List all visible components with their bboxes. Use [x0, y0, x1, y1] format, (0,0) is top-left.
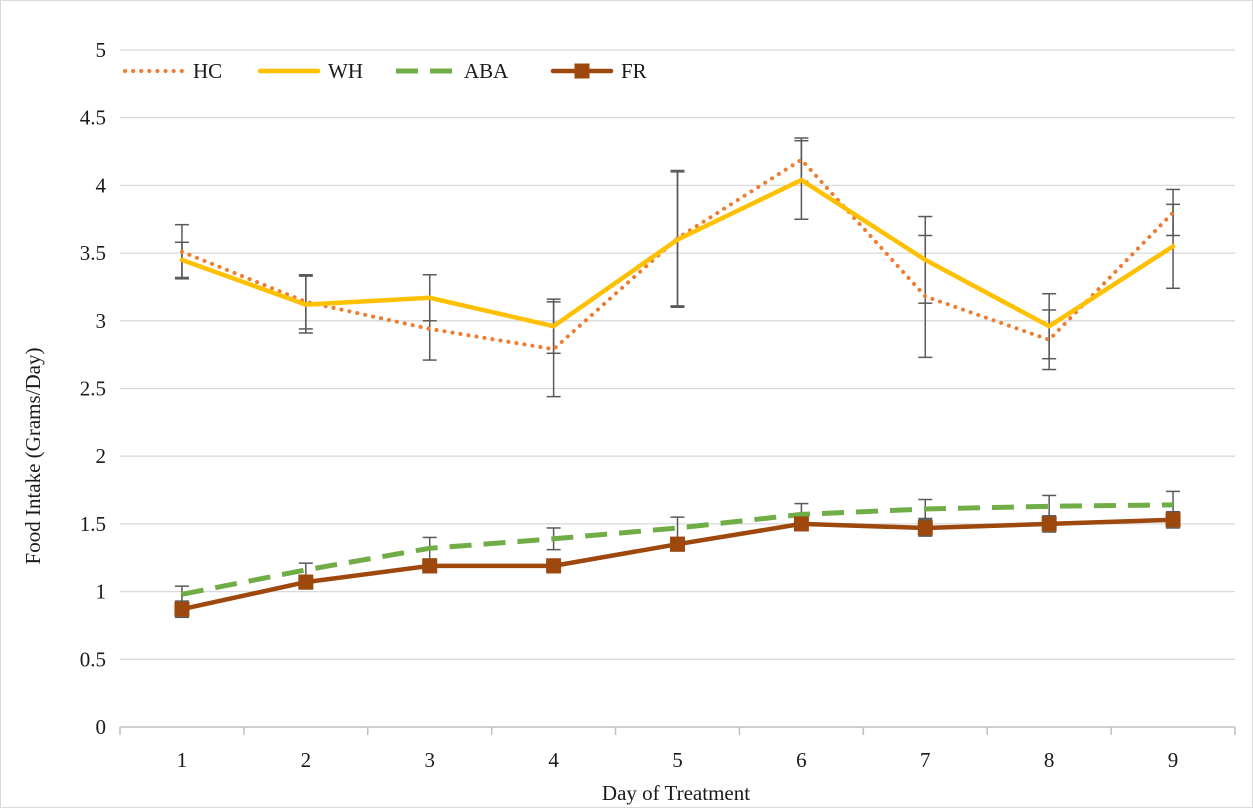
legend-label-aba: ABA — [464, 59, 509, 83]
y-tick-label: 4 — [96, 173, 107, 197]
legend-item-hc: HC — [123, 59, 222, 83]
data-point-fr — [793, 516, 809, 532]
x-tick-label: 1 — [177, 748, 188, 772]
x-tick-label: 8 — [1044, 748, 1055, 772]
x-axis-title: Day of Treatment — [602, 781, 750, 805]
y-tick-label: 0 — [96, 715, 107, 739]
series-line-wh — [179, 177, 1176, 329]
y-tick-label: 2 — [96, 444, 107, 468]
legend-item-aba: ABA — [396, 59, 509, 83]
data-point-fr — [298, 574, 314, 590]
series-line-aba — [181, 502, 1174, 597]
x-tick-label: 5 — [672, 748, 683, 772]
x-tick-label: 6 — [796, 748, 807, 772]
legend-marker-fr — [574, 63, 590, 79]
data-point-fr — [422, 558, 438, 574]
x-tick-label: 2 — [301, 748, 312, 772]
legend-item-wh: WH — [257, 59, 363, 83]
y-tick-label: 1.5 — [80, 512, 106, 536]
x-axis — [119, 726, 1236, 735]
x-tick-label: 9 — [1168, 748, 1179, 772]
data-point-fr — [174, 601, 190, 617]
y-tick-label: 1 — [96, 580, 107, 604]
legend-label-hc: HC — [193, 59, 222, 83]
y-axis-title: Food Intake (Grams/Day) — [21, 348, 45, 565]
data-point-fr — [546, 558, 562, 574]
legend-item-fr: FR — [550, 59, 647, 83]
data-point-fr — [1165, 512, 1181, 528]
legend-label-fr: FR — [621, 59, 647, 83]
legend-label-wh: WH — [328, 59, 363, 83]
gridlines — [120, 49, 1235, 660]
y-tick-label: 4.5 — [80, 106, 106, 130]
x-axis-ticks: 1 2 3 4 5 6 7 8 9 — [177, 748, 1179, 772]
y-tick-label: 2.5 — [80, 377, 106, 401]
legend: HC WH ABA FR — [123, 59, 647, 83]
x-tick-label: 4 — [548, 748, 559, 772]
series-lines — [174, 157, 1181, 617]
data-point-fr — [917, 520, 933, 536]
y-tick-label: 5 — [96, 38, 107, 62]
y-axis-ticks: 0 0.5 1 1.5 2 2.5 3 3.5 4 4.5 5 — [80, 38, 107, 739]
x-tick-label: 7 — [920, 748, 931, 772]
y-tick-label: 3.5 — [80, 241, 106, 265]
y-tick-label: 3 — [96, 309, 107, 333]
data-point-fr — [1041, 516, 1057, 532]
y-tick-label: 0.5 — [80, 647, 106, 671]
x-tick-label: 3 — [424, 748, 435, 772]
data-point-fr — [670, 536, 685, 552]
